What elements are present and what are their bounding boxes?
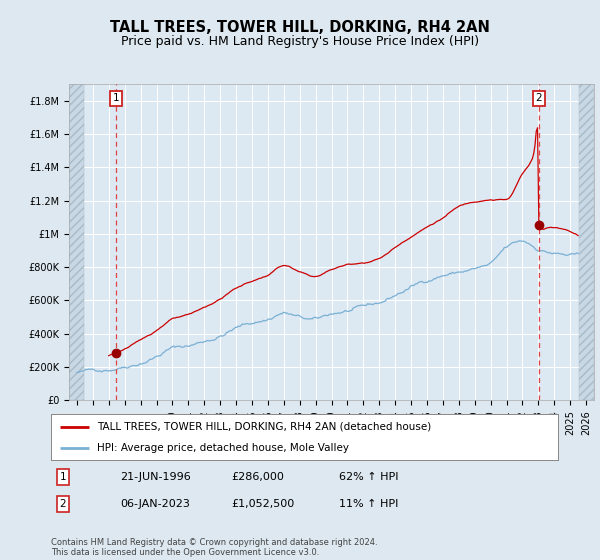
Text: 2: 2 xyxy=(59,499,67,509)
Text: 11% ↑ HPI: 11% ↑ HPI xyxy=(339,499,398,509)
Bar xyxy=(69,84,83,400)
Bar xyxy=(580,84,594,400)
Text: 1: 1 xyxy=(113,93,119,103)
Text: £286,000: £286,000 xyxy=(231,472,284,482)
Text: HPI: Average price, detached house, Mole Valley: HPI: Average price, detached house, Mole… xyxy=(97,443,349,453)
Text: Contains HM Land Registry data © Crown copyright and database right 2024.
This d: Contains HM Land Registry data © Crown c… xyxy=(51,538,377,557)
Text: 06-JAN-2023: 06-JAN-2023 xyxy=(120,499,190,509)
Text: TALL TREES, TOWER HILL, DORKING, RH4 2AN (detached house): TALL TREES, TOWER HILL, DORKING, RH4 2AN… xyxy=(97,422,431,432)
Text: 2: 2 xyxy=(535,93,542,103)
Text: 21-JUN-1996: 21-JUN-1996 xyxy=(120,472,191,482)
Text: TALL TREES, TOWER HILL, DORKING, RH4 2AN: TALL TREES, TOWER HILL, DORKING, RH4 2AN xyxy=(110,20,490,35)
Text: 1: 1 xyxy=(59,472,67,482)
Text: £1,052,500: £1,052,500 xyxy=(231,499,294,509)
Text: Price paid vs. HM Land Registry's House Price Index (HPI): Price paid vs. HM Land Registry's House … xyxy=(121,35,479,48)
Text: 62% ↑ HPI: 62% ↑ HPI xyxy=(339,472,398,482)
